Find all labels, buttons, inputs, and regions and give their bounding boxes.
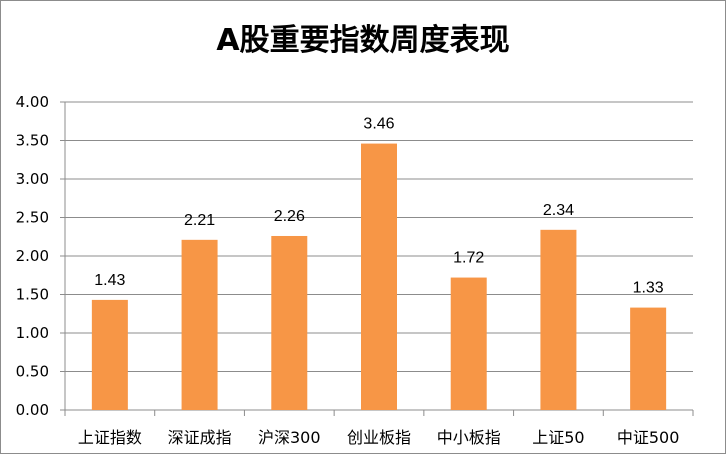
x-category-label: 上证50 [532,428,584,447]
x-category-label: 中小板指 [437,428,501,447]
bar [271,235,308,410]
y-tick-label: 4.00 [16,93,49,111]
data-label: 2.26 [274,208,305,225]
y-tick-label: 1.50 [16,286,49,304]
y-tick-label: 3.50 [16,132,49,150]
y-tick-label: 2.00 [16,247,49,265]
x-category-label: 上证指数 [78,428,142,447]
bar [540,229,577,410]
y-tick-label: 1.00 [16,324,49,342]
chart-title: A股重要指数周度表现 [216,23,510,58]
data-label: 1.72 [453,250,484,267]
x-category-label: 深证成指 [168,428,232,447]
bar [91,299,128,410]
data-label: 2.21 [184,212,215,229]
bar [181,239,218,410]
data-label: 3.46 [363,116,394,133]
y-tick-label: 2.50 [16,209,49,227]
data-label: 1.43 [94,272,125,289]
x-category-label: 创业板指 [347,428,411,447]
data-label: 1.33 [633,280,664,297]
y-tick-label: 0.50 [16,363,49,381]
bar [450,277,487,410]
x-category-label: 沪深300 [258,428,321,447]
data-label: 2.34 [543,202,574,219]
x-category-label: 中证500 [617,428,680,447]
y-tick-label: 3.00 [16,170,49,188]
bar [361,143,397,410]
y-tick-label: 0.00 [16,401,49,419]
bar [630,307,667,410]
